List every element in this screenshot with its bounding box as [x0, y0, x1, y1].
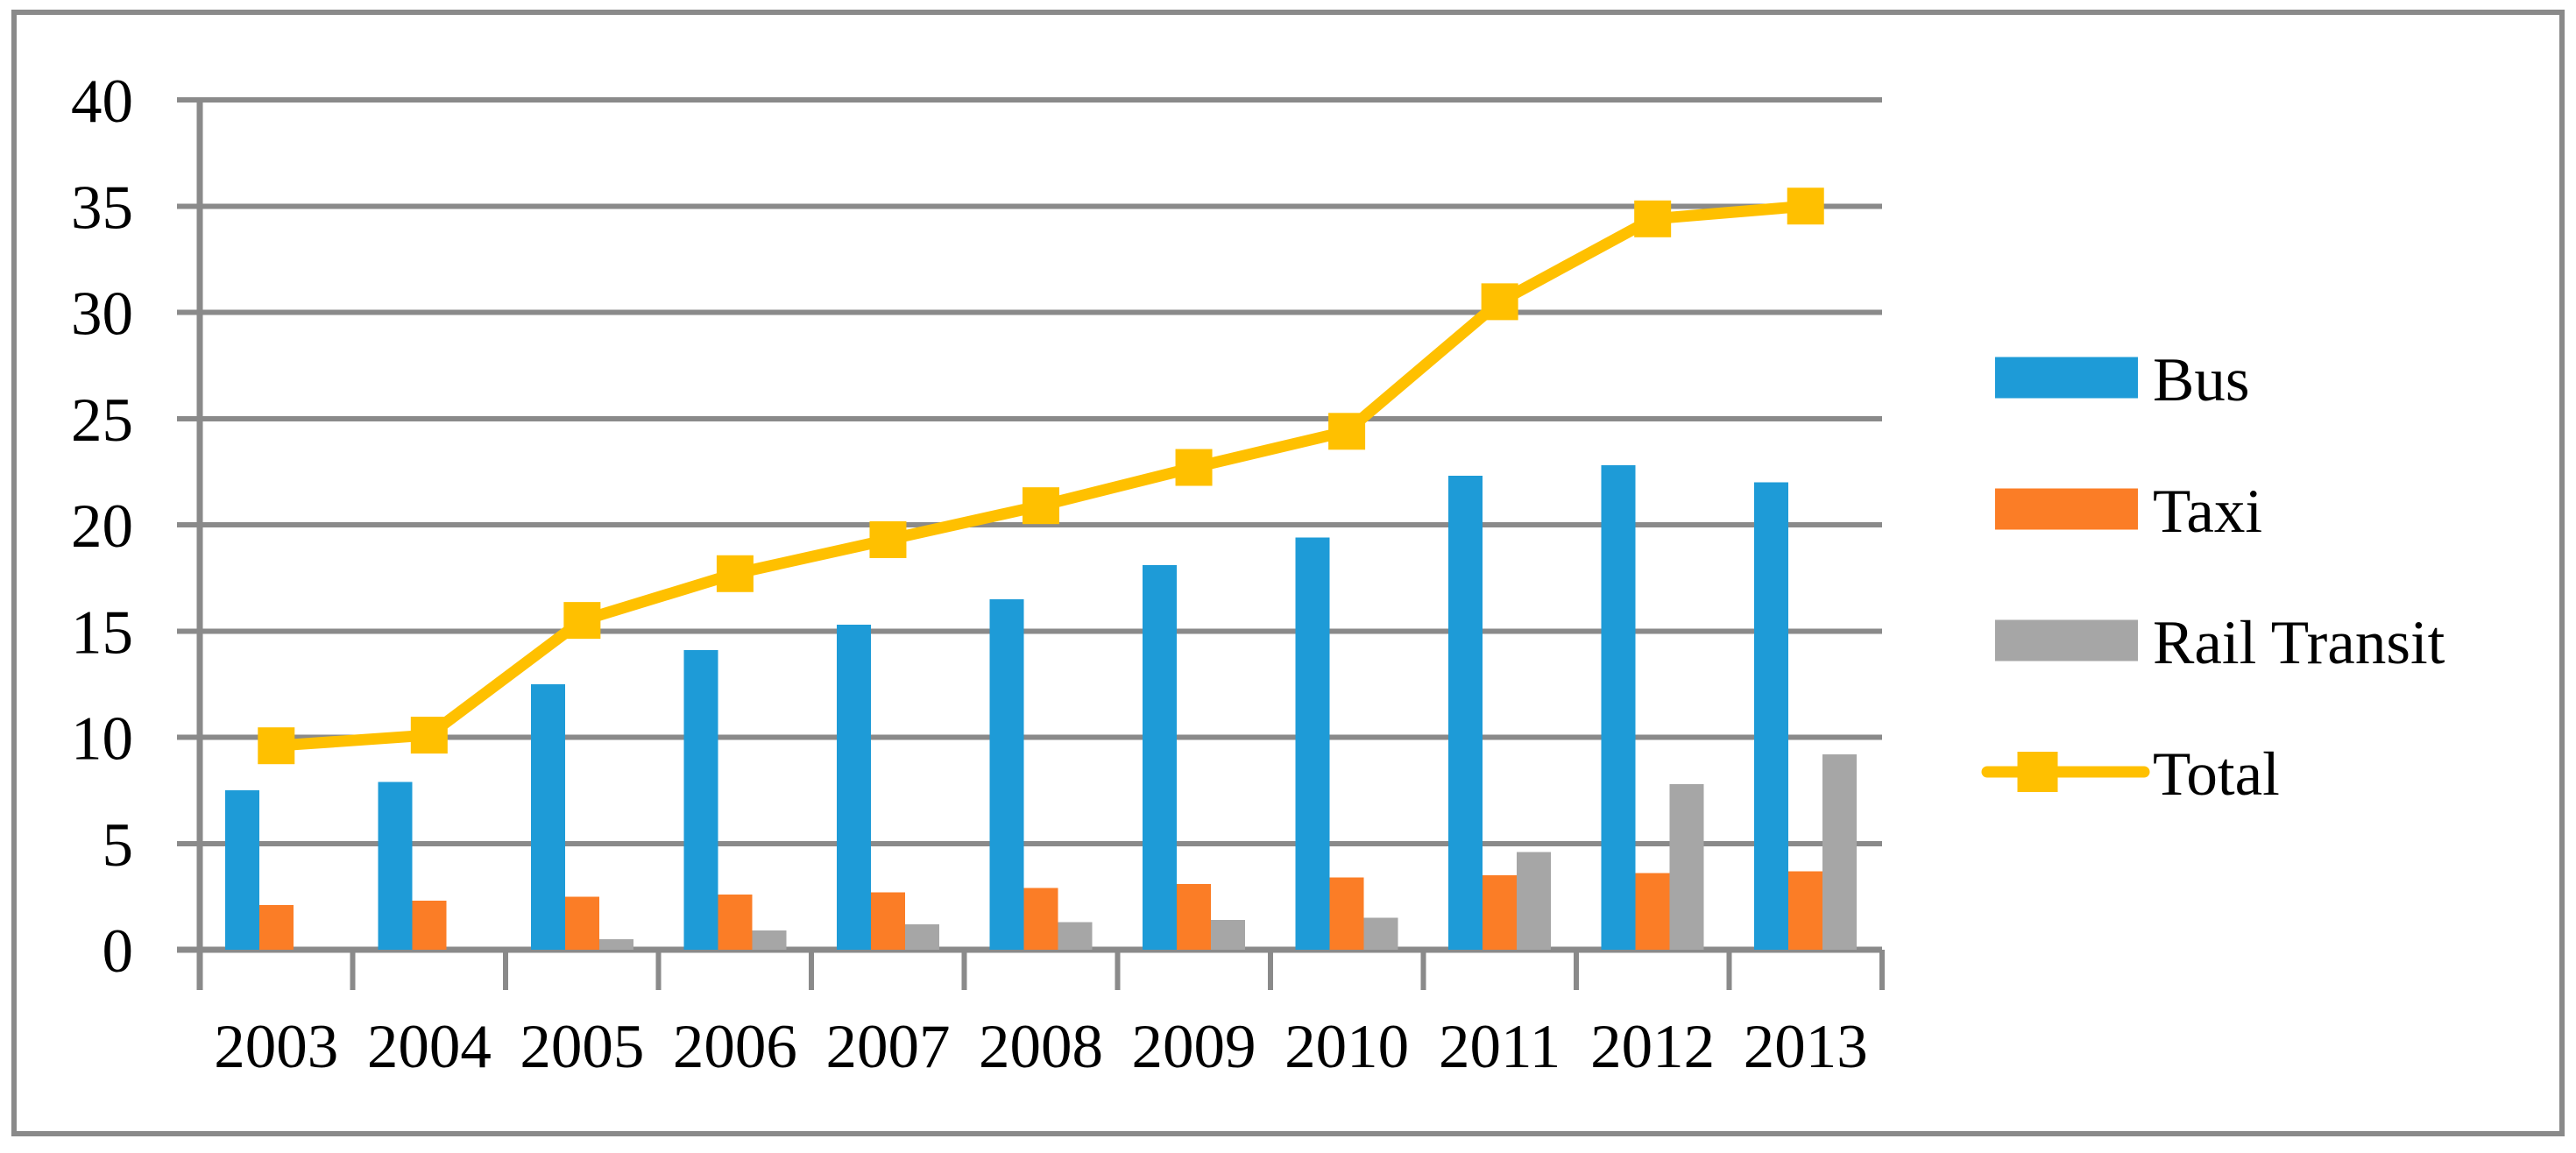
- x-axis-tick-label: 2011: [1439, 1013, 1560, 1081]
- x-axis-tick-label: 2006: [673, 1013, 797, 1081]
- x-axis-tick-label: 2005: [520, 1013, 644, 1081]
- y-axis-tick-label: 20: [71, 492, 133, 561]
- x-axis-tick-label: 2009: [1132, 1013, 1256, 1081]
- legend-swatch-taxi: [1995, 488, 2138, 530]
- bar-taxi-2012: [1635, 873, 1670, 950]
- chart-frame: [11, 10, 2565, 1136]
- bar-taxi-2004: [412, 901, 447, 950]
- bar-bus-2010: [1295, 537, 1330, 950]
- legend-marker-total: [2017, 752, 2058, 792]
- marker-total-2013: [1787, 187, 1824, 225]
- y-axis-tick-label: 25: [71, 386, 133, 455]
- marker-total-2007: [869, 520, 907, 558]
- bar-rail-transit-2006: [752, 930, 787, 950]
- marker-total-2004: [410, 717, 448, 754]
- legend-label-taxi: Taxi: [2153, 477, 2262, 546]
- legend-label-bus: Bus: [2153, 346, 2250, 414]
- legend-label-total: Total: [2153, 740, 2280, 809]
- marker-total-2012: [1634, 200, 1672, 237]
- bar-rail-transit-2005: [598, 938, 633, 950]
- marker-total-2011: [1481, 283, 1518, 321]
- bar-taxi-2006: [718, 894, 753, 950]
- bar-taxi-2007: [870, 892, 905, 950]
- bar-bus-2006: [683, 650, 718, 950]
- y-axis-tick-label: 30: [71, 280, 133, 349]
- bar-rail-transit-2007: [904, 923, 939, 950]
- bar-rail-transit-2013: [1822, 753, 1858, 950]
- bar-rail-transit-2009: [1211, 920, 1246, 950]
- x-axis-tick-label: 2003: [214, 1013, 338, 1081]
- bar-rail-transit-2011: [1517, 852, 1552, 950]
- bar-bus-2003: [224, 790, 259, 950]
- x-axis-tick-label: 2008: [979, 1013, 1103, 1081]
- y-axis-tick-label: 0: [103, 917, 134, 986]
- bar-bus-2005: [530, 683, 565, 950]
- x-axis-tick-label: 2013: [1744, 1013, 1868, 1081]
- marker-total-2009: [1175, 449, 1213, 486]
- x-axis-tick-label: 2007: [825, 1013, 950, 1081]
- bar-bus-2012: [1601, 465, 1636, 950]
- bar-taxi-2011: [1483, 875, 1518, 950]
- line-total: [270, 200, 1812, 752]
- x-axis-tick-label: 2012: [1590, 1013, 1715, 1081]
- x-axis-tick-label: 2004: [367, 1013, 492, 1081]
- y-axis-tick-label: 10: [71, 705, 133, 774]
- y-axis-tick-label: 40: [71, 67, 133, 136]
- marker-total-2010: [1328, 413, 1366, 450]
- y-axis-tick-label: 15: [71, 598, 133, 667]
- legend-swatch-rail-transit: [1995, 619, 2138, 661]
- bar-taxi-2010: [1329, 877, 1364, 950]
- legend-swatch-bus: [1995, 357, 2138, 399]
- bar-bus-2007: [836, 624, 871, 950]
- bar-bus-2009: [1143, 565, 1178, 950]
- bar-taxi-2009: [1177, 883, 1212, 950]
- y-axis-tick-label: 5: [103, 811, 134, 880]
- bar-rail-transit-2012: [1669, 783, 1704, 950]
- marker-total-2008: [1023, 487, 1059, 525]
- marker-total-2006: [716, 555, 754, 592]
- bar-taxi-2005: [564, 896, 599, 950]
- bar-bus-2004: [378, 782, 413, 950]
- bar-taxi-2003: [258, 905, 294, 950]
- bar-taxi-2013: [1788, 871, 1823, 950]
- legend-label-rail-transit: Rail Transit: [2153, 609, 2445, 677]
- bar-rail-transit-2008: [1058, 922, 1093, 950]
- bar-bus-2008: [989, 598, 1024, 950]
- bar-bus-2011: [1448, 476, 1483, 950]
- x-axis-tick-label: 2010: [1284, 1013, 1409, 1081]
- marker-total-2003: [258, 727, 295, 765]
- bar-bus-2013: [1754, 482, 1789, 950]
- bar-taxi-2008: [1023, 888, 1058, 950]
- bar-rail-transit-2010: [1363, 917, 1398, 950]
- marker-total-2005: [563, 602, 601, 640]
- y-axis-tick-label: 35: [71, 173, 133, 242]
